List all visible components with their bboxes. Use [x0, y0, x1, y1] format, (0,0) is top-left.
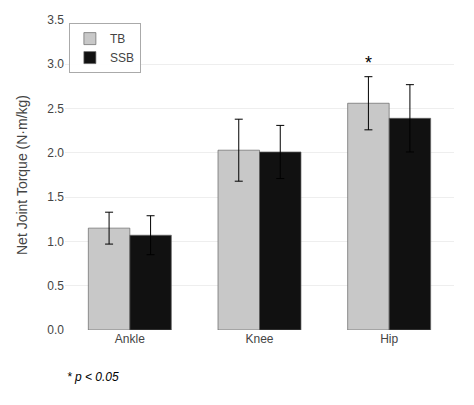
svg-text:2.0: 2.0	[47, 146, 64, 160]
svg-text:Ankle: Ankle	[115, 332, 145, 346]
svg-text:2.5: 2.5	[47, 102, 64, 116]
svg-text:* p < 0.05: * p < 0.05	[67, 370, 119, 384]
svg-text:Hip: Hip	[380, 332, 398, 346]
svg-text:3.0: 3.0	[47, 57, 64, 71]
svg-text:Knee: Knee	[245, 332, 273, 346]
svg-text:0.5: 0.5	[47, 279, 64, 293]
svg-text:Net Joint Torque (N·m/kg): Net Joint Torque (N·m/kg)	[14, 95, 30, 255]
svg-text:SSB: SSB	[110, 51, 134, 65]
svg-text:3.5: 3.5	[47, 13, 64, 27]
svg-text:1.5: 1.5	[47, 190, 64, 204]
svg-text:TB: TB	[110, 32, 125, 46]
svg-text:1.0: 1.0	[47, 235, 64, 249]
svg-text:0.0: 0.0	[47, 323, 64, 337]
svg-text:*: *	[365, 53, 372, 73]
